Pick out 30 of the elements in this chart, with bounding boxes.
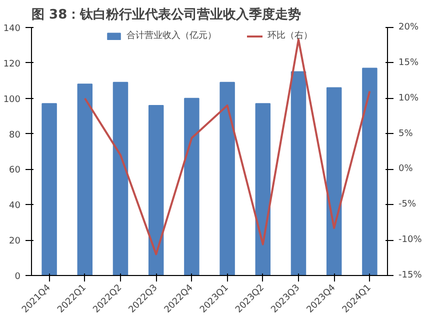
chart-title: 图 38：钛白粉行业代表公司营业收入季度走势: [32, 6, 302, 22]
y-tick-label: 40: [9, 201, 21, 212]
legend-label: 合计营业收入（亿元）: [126, 30, 216, 42]
bar: [255, 103, 271, 276]
bar: [184, 98, 200, 276]
y2-tick-label: -5%: [398, 200, 416, 210]
y2-tick-label: 20%: [398, 22, 419, 32]
y-tick-label: 0: [14, 272, 21, 282]
bar: [290, 71, 306, 276]
y2-tick-label: -15%: [398, 270, 422, 280]
line-series: [84, 38, 371, 256]
y-tick-label: 100: [3, 94, 21, 105]
y-tick-label: 140: [3, 24, 21, 34]
legend-label: 环比（右）: [268, 30, 312, 42]
bar: [148, 104, 164, 276]
bar: [326, 87, 342, 276]
bar: [77, 84, 93, 276]
bar: [112, 82, 128, 276]
y-tick-label: 80: [9, 130, 21, 140]
y2-tick-label: 10%: [398, 93, 419, 104]
y-tick-label: 20: [9, 236, 21, 247]
y2-tick-label: 15%: [398, 58, 419, 68]
y-tick-label: 60: [9, 166, 21, 176]
y-tick-label: 120: [3, 59, 21, 70]
y2-tick-label: 0%: [398, 164, 414, 174]
bar: [42, 103, 57, 276]
bar: [362, 68, 378, 276]
bar: [220, 82, 235, 276]
y2-tick-label: 5%: [398, 128, 414, 139]
y2-tick-label: -10%: [398, 235, 422, 246]
